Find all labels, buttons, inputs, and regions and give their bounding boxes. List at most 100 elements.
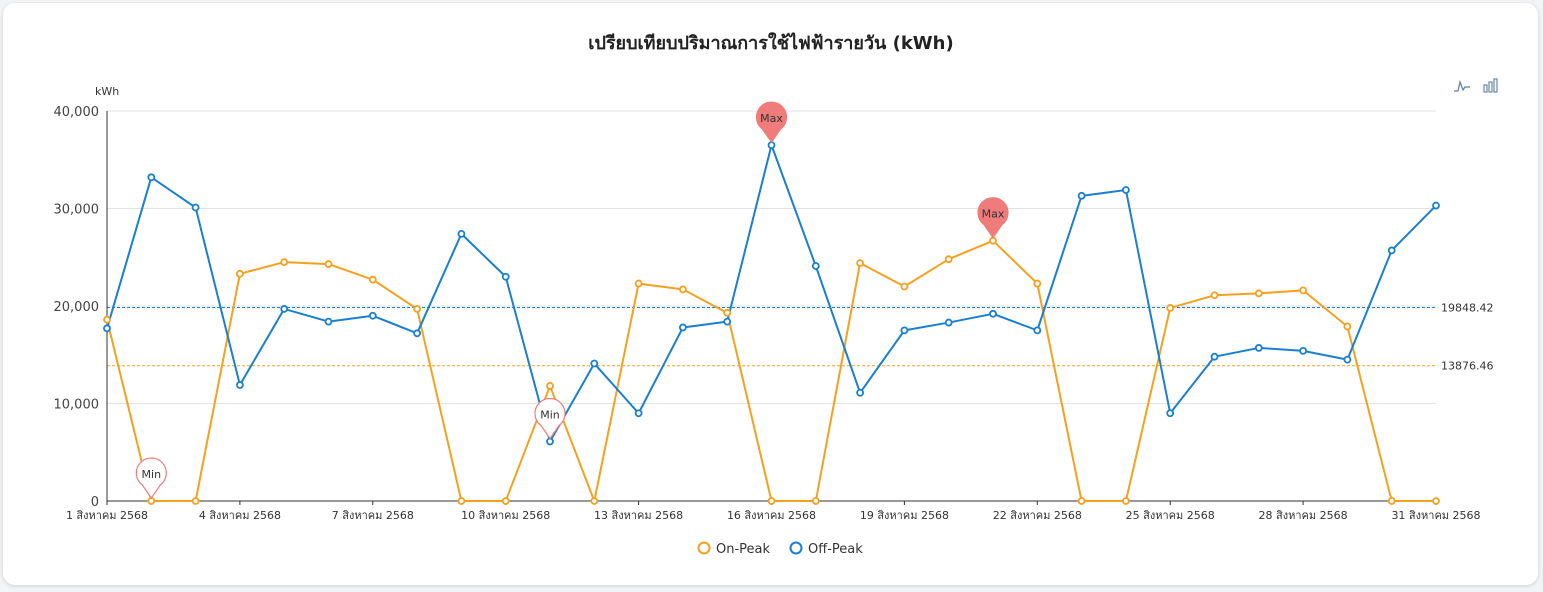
legend-item-on-peak[interactable]: On-Peak xyxy=(697,541,771,557)
y-axis-unit-label: kWh xyxy=(95,85,119,98)
data-point[interactable] xyxy=(235,269,244,278)
data-point[interactable] xyxy=(368,275,377,284)
pin-shape xyxy=(977,197,1009,239)
data-point[interactable] xyxy=(1210,352,1219,361)
data-point[interactable] xyxy=(368,311,377,320)
data-point[interactable] xyxy=(1166,409,1175,418)
mark-lines: 13876.46 19848.42 xyxy=(107,301,1494,373)
average-line-label: 13876.46 xyxy=(1441,360,1494,373)
pin-shape xyxy=(135,457,167,500)
legend-symbol xyxy=(789,541,803,555)
max-marker[interactable]: Max xyxy=(977,197,1009,239)
legend-label: On-Peak xyxy=(716,542,771,557)
data-point[interactable] xyxy=(1077,497,1086,505)
data-point[interactable] xyxy=(501,497,510,505)
max-marker[interactable]: Max xyxy=(755,101,788,144)
data-point[interactable] xyxy=(191,203,200,212)
data-point[interactable] xyxy=(1210,291,1219,300)
data-point[interactable] xyxy=(280,305,289,313)
data-point[interactable] xyxy=(811,262,820,270)
data-point[interactable] xyxy=(501,272,510,281)
data-point[interactable] xyxy=(634,279,643,288)
data-point[interactable] xyxy=(280,258,289,267)
data-point[interactable] xyxy=(324,317,333,326)
data-point[interactable] xyxy=(235,381,244,389)
axes: 0 10,000 20,000 30,000 40,000 1 สิงหาคม 2568 4… xyxy=(54,105,1481,522)
pin-label: Max xyxy=(760,112,783,125)
x-tick-label: 10 สิงหาคม 2568 xyxy=(461,509,550,522)
legend-item-off-peak[interactable]: Off-Peak xyxy=(789,541,864,557)
data-point[interactable] xyxy=(1299,346,1307,355)
data-point[interactable] xyxy=(324,260,333,268)
data-point[interactable] xyxy=(1122,186,1130,194)
data-point[interactable] xyxy=(1432,497,1440,505)
data-point[interactable] xyxy=(1122,497,1130,505)
data-point[interactable] xyxy=(1254,344,1263,352)
data-point[interactable] xyxy=(944,318,953,327)
data-point[interactable] xyxy=(103,324,111,333)
data-point[interactable] xyxy=(989,309,997,318)
data-point[interactable] xyxy=(1254,289,1263,298)
pin-label: Max xyxy=(982,208,1005,221)
min-marker[interactable]: Min xyxy=(534,397,566,440)
data-point[interactable] xyxy=(1343,322,1352,331)
data-point[interactable] xyxy=(590,359,599,368)
data-point[interactable] xyxy=(590,497,599,505)
data-point[interactable] xyxy=(723,308,732,317)
y-tick-label: 30,000 xyxy=(54,203,100,218)
x-tick-label: 22 สิงหาคม 2568 xyxy=(993,509,1082,522)
data-point[interactable] xyxy=(103,315,111,324)
legend-label: Off-Peak xyxy=(808,542,863,557)
chart-title: เปรียบเทียบปริมาณการใช้ไฟฟ้ารายวัน (kWh) xyxy=(588,32,953,54)
data-point[interactable] xyxy=(767,497,776,505)
data-point[interactable] xyxy=(723,317,732,326)
legend-symbol xyxy=(697,541,711,555)
bar-chart-icon[interactable] xyxy=(1483,78,1501,94)
data-point[interactable] xyxy=(457,229,466,238)
pin-label: Min xyxy=(142,468,162,481)
data-point[interactable] xyxy=(1033,279,1042,288)
data-point[interactable] xyxy=(413,329,422,338)
data-point[interactable] xyxy=(191,497,200,505)
x-tick-label: 1 สิงหาคม 2568 xyxy=(66,509,148,522)
data-point[interactable] xyxy=(856,388,864,397)
data-point[interactable] xyxy=(944,255,953,264)
marker-layer: Max Min Max Min xyxy=(135,101,1009,500)
data-point[interactable] xyxy=(811,497,820,505)
series-layer xyxy=(103,141,1440,505)
data-point[interactable] xyxy=(1166,304,1175,312)
data-point[interactable] xyxy=(1077,191,1086,200)
data-point[interactable] xyxy=(900,326,909,335)
data-point[interactable] xyxy=(900,282,909,291)
y-tick-label: 0 xyxy=(91,495,99,510)
y-tick-label: 20,000 xyxy=(54,300,100,315)
data-point[interactable] xyxy=(1432,201,1440,210)
line-chart-icon[interactable] xyxy=(1453,78,1471,94)
pin-label: Min xyxy=(540,409,560,422)
data-point[interactable] xyxy=(856,259,864,268)
data-point[interactable] xyxy=(679,323,687,332)
min-marker[interactable]: Min xyxy=(135,457,167,500)
data-point[interactable] xyxy=(679,285,687,294)
data-point[interactable] xyxy=(634,409,643,418)
data-point[interactable] xyxy=(546,382,554,390)
data-point[interactable] xyxy=(413,305,422,313)
grid-layer xyxy=(107,110,1436,502)
data-point[interactable] xyxy=(1033,326,1042,335)
data-point[interactable] xyxy=(147,173,156,182)
series-line-on-peak xyxy=(106,239,1436,502)
x-tick-label: 19 สิงหาคม 2568 xyxy=(860,509,949,522)
x-tick-label: 4 สิงหาคม 2568 xyxy=(199,509,281,522)
x-tick-label: 7 สิงหาคม 2568 xyxy=(332,509,414,522)
x-tick-label: 28 สิงหาคม 2568 xyxy=(1259,509,1348,522)
average-line-label: 19848.42 xyxy=(1441,301,1494,314)
legend: On-Peak Off-Peak xyxy=(697,541,864,557)
data-point[interactable] xyxy=(457,497,466,505)
data-point[interactable] xyxy=(1387,246,1396,255)
y-tick-label: 40,000 xyxy=(54,105,100,120)
data-point[interactable] xyxy=(1343,355,1352,364)
x-tick-label: 25 สิงหาคม 2568 xyxy=(1126,509,1215,522)
data-point[interactable] xyxy=(1387,497,1396,505)
data-point[interactable] xyxy=(1299,286,1307,295)
